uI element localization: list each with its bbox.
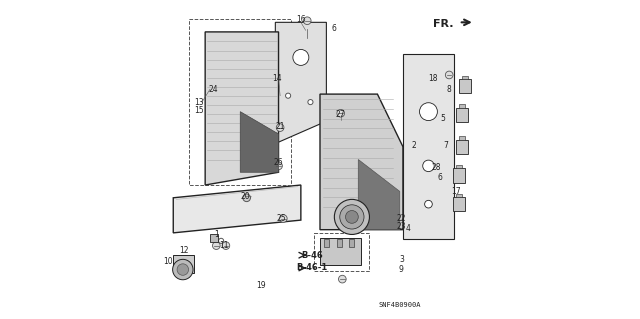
Bar (173, 255, 194, 273)
Circle shape (424, 200, 432, 208)
Text: 10: 10 (164, 257, 173, 266)
Circle shape (243, 194, 250, 202)
Bar (210, 234, 218, 242)
Text: 15: 15 (194, 106, 204, 115)
Polygon shape (320, 94, 403, 230)
Text: 8: 8 (447, 85, 452, 94)
Circle shape (340, 205, 364, 229)
Circle shape (303, 17, 311, 25)
Text: 16: 16 (296, 15, 306, 24)
Circle shape (173, 259, 193, 280)
Bar (456, 108, 468, 122)
Polygon shape (205, 32, 278, 185)
Bar (456, 194, 462, 197)
Circle shape (337, 109, 344, 117)
Text: 17: 17 (451, 187, 460, 196)
Bar (462, 76, 468, 79)
Bar (320, 238, 362, 265)
Circle shape (308, 100, 313, 105)
Text: 3: 3 (399, 256, 404, 264)
Bar (337, 239, 342, 247)
Circle shape (422, 160, 434, 172)
Text: 9: 9 (399, 265, 404, 274)
Circle shape (177, 264, 189, 275)
Text: 28: 28 (432, 163, 441, 172)
Circle shape (339, 275, 346, 283)
Text: B-46-1: B-46-1 (296, 263, 328, 272)
Text: 24: 24 (209, 85, 218, 94)
Text: B-46: B-46 (301, 251, 323, 260)
Circle shape (275, 162, 282, 170)
Text: 21: 21 (275, 122, 285, 130)
Bar (456, 140, 468, 154)
Polygon shape (173, 185, 301, 233)
Circle shape (218, 238, 223, 243)
Circle shape (212, 242, 220, 249)
Text: 19: 19 (256, 281, 266, 290)
Polygon shape (240, 112, 278, 172)
Bar (452, 168, 465, 183)
Circle shape (420, 103, 437, 121)
Circle shape (285, 93, 291, 98)
Circle shape (445, 71, 453, 79)
Circle shape (346, 211, 358, 223)
Text: 22: 22 (397, 214, 406, 223)
Text: 26: 26 (274, 158, 284, 167)
Text: 2: 2 (412, 141, 417, 150)
Text: 7: 7 (444, 141, 449, 150)
Polygon shape (275, 22, 326, 144)
Text: 6: 6 (437, 173, 442, 182)
Circle shape (280, 215, 287, 222)
Text: 12: 12 (180, 246, 189, 255)
Bar (452, 197, 465, 211)
Text: 23: 23 (397, 222, 406, 231)
Bar (324, 239, 329, 247)
Text: SNF4B0900A: SNF4B0900A (378, 302, 421, 308)
Circle shape (293, 49, 309, 65)
Bar (459, 104, 465, 108)
Bar (349, 239, 355, 247)
Bar (459, 79, 471, 93)
Circle shape (222, 242, 230, 249)
Circle shape (276, 124, 284, 131)
Bar (459, 137, 465, 140)
Text: FR.: FR. (433, 19, 454, 29)
Text: 5: 5 (440, 114, 445, 122)
Text: 18: 18 (429, 74, 438, 83)
Text: 11: 11 (220, 241, 229, 250)
Text: 27: 27 (336, 110, 346, 119)
Polygon shape (403, 54, 454, 239)
Polygon shape (358, 160, 400, 230)
Text: 25: 25 (277, 214, 287, 223)
Text: 13: 13 (194, 98, 204, 107)
Bar (456, 165, 462, 168)
Text: 1: 1 (214, 230, 219, 239)
Text: 20: 20 (240, 192, 250, 201)
Text: 14: 14 (272, 74, 282, 83)
Text: 6: 6 (332, 24, 337, 33)
Text: 4: 4 (405, 224, 410, 233)
Circle shape (334, 199, 369, 234)
